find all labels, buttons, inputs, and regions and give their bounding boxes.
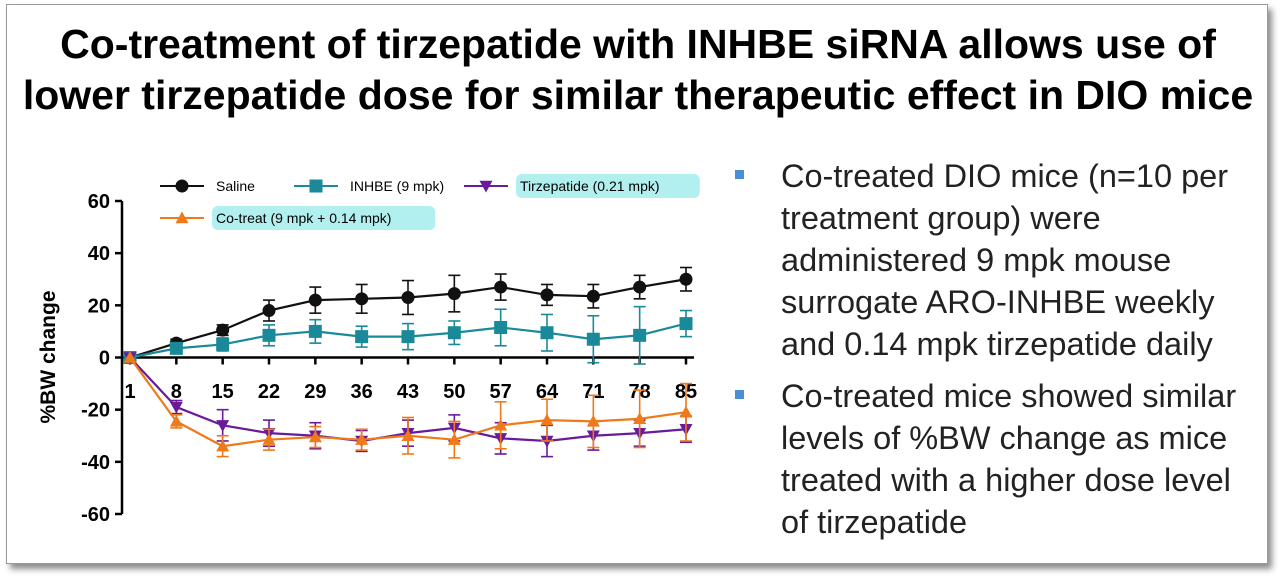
bullet-item: Co-treated mice showed similar levels of… xyxy=(735,375,1265,543)
data-point xyxy=(308,293,322,307)
legend-label: Saline xyxy=(216,178,255,194)
data-point xyxy=(262,304,276,318)
data-point xyxy=(540,288,554,302)
data-point xyxy=(586,332,600,346)
data-point xyxy=(123,351,137,363)
y-tick-label: 20 xyxy=(88,295,110,317)
x-tick-label: 22 xyxy=(258,381,280,403)
title-line-1: Co-treatment of tirzepatide with INHBE s… xyxy=(60,21,1216,67)
bullet-list: Co-treated DIO mice (n=10 per treatment … xyxy=(735,155,1265,553)
x-tick-label: 71 xyxy=(582,381,604,403)
data-point xyxy=(169,401,183,414)
legend-marker xyxy=(309,179,323,193)
legend-highlight xyxy=(516,174,700,198)
bullet-text: Co-treated DIO mice (n=10 per treatment … xyxy=(781,158,1229,362)
data-point xyxy=(169,341,183,355)
data-point xyxy=(633,280,647,294)
data-point xyxy=(679,405,693,418)
y-tick-label: 40 xyxy=(88,243,110,265)
data-point xyxy=(355,433,369,445)
legend-label: INHBE (9 mpk) xyxy=(350,178,444,194)
data-point xyxy=(262,328,276,342)
data-point xyxy=(494,280,508,294)
data-point xyxy=(355,292,369,306)
data-point xyxy=(262,433,276,445)
x-tick-label: 36 xyxy=(351,381,373,403)
bullet-item: Co-treated DIO mice (n=10 per treatment … xyxy=(735,155,1265,365)
data-point xyxy=(586,414,600,427)
x-tick-label: 64 xyxy=(536,381,559,403)
data-point xyxy=(679,317,693,331)
x-tick-label: 43 xyxy=(397,381,419,403)
x-tick-label: 15 xyxy=(212,381,234,403)
data-point xyxy=(540,413,554,426)
data-point xyxy=(355,330,369,344)
y-axis-label: %BW change xyxy=(37,290,60,423)
data-point xyxy=(494,321,508,335)
bullet-square-icon xyxy=(735,390,744,399)
data-point xyxy=(447,433,461,445)
slide-title: Co-treatment of tirzepatide with INHBE s… xyxy=(7,19,1269,121)
x-tick-label: 57 xyxy=(490,381,512,403)
y-tick-label: -40 xyxy=(81,452,110,474)
x-tick-label: 29 xyxy=(304,381,326,403)
x-tick-label: 1 xyxy=(124,381,135,403)
bullet-text: Co-treated mice showed similar levels of… xyxy=(781,378,1237,540)
bullet-square-icon xyxy=(735,170,744,179)
data-point xyxy=(401,330,415,344)
data-point xyxy=(308,324,322,338)
data-point xyxy=(169,414,183,427)
data-point xyxy=(586,289,600,303)
data-point xyxy=(401,429,415,441)
data-point xyxy=(308,430,322,443)
y-tick-label: -60 xyxy=(81,504,110,526)
data-point xyxy=(679,272,693,286)
legend-marker xyxy=(479,180,493,193)
data-point xyxy=(216,323,230,337)
y-tick-label: 0 xyxy=(99,348,110,370)
data-point xyxy=(633,328,647,342)
data-point xyxy=(216,337,230,351)
data-point xyxy=(216,439,230,452)
data-point xyxy=(401,291,415,305)
data-point xyxy=(447,287,461,301)
data-point xyxy=(494,418,508,431)
legend-label: Co-treat (9 mpk + 0.14 mpk) xyxy=(216,210,391,226)
data-point xyxy=(633,412,647,424)
data-point xyxy=(447,326,461,340)
legend-label: Tirzepatide (0.21 mpk) xyxy=(520,178,660,194)
title-line-2: lower tirzepatide dose for similar thera… xyxy=(22,72,1254,118)
y-tick-label: -20 xyxy=(81,400,110,422)
legend-marker xyxy=(175,211,189,224)
x-tick-label: 8 xyxy=(171,381,182,403)
legend-marker xyxy=(175,179,189,193)
slide-frame: Co-treatment of tirzepatide with INHBE s… xyxy=(6,4,1268,564)
data-point xyxy=(540,326,554,340)
y-tick-label: 60 xyxy=(88,191,110,213)
x-tick-label: 50 xyxy=(443,381,465,403)
data-point xyxy=(216,420,230,432)
legend-highlight xyxy=(212,206,436,230)
